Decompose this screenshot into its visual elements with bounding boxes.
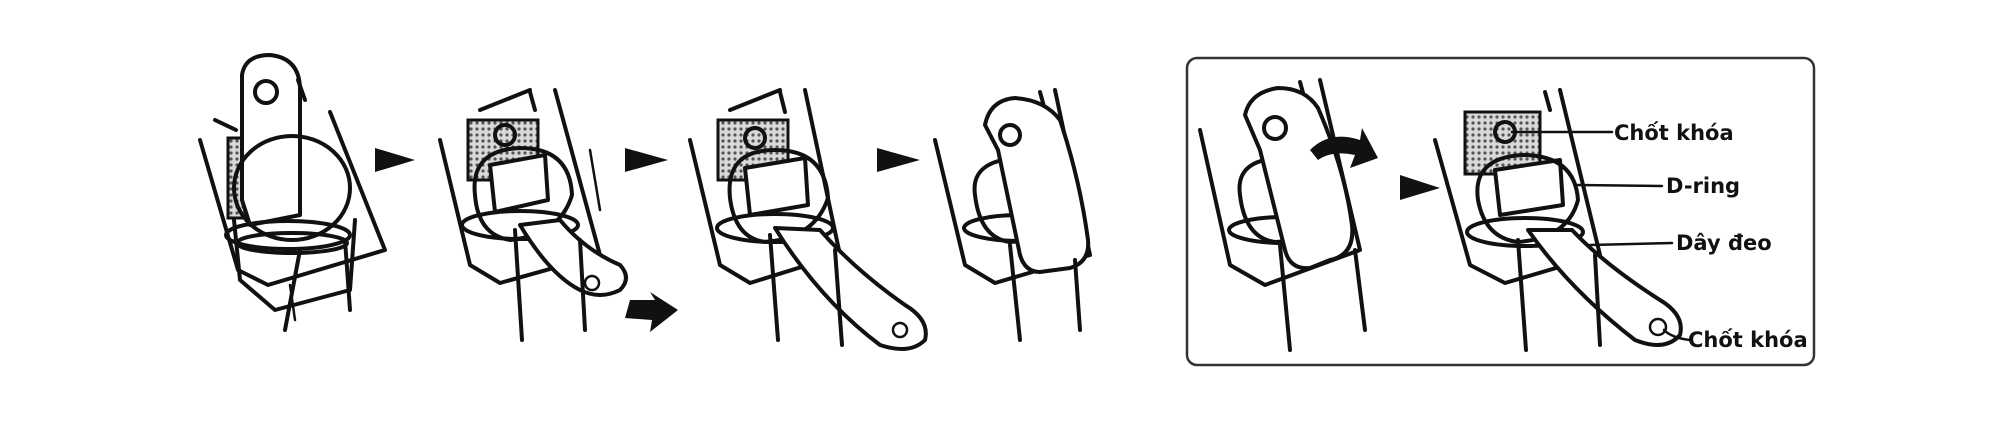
- step-arrow: [1400, 175, 1440, 200]
- leader-line-lock-pin-bottom: [1662, 328, 1692, 342]
- step-arrow: [877, 148, 920, 172]
- label-lock-pin-top: Chốt khóa: [1614, 121, 1734, 145]
- step-arrow: [375, 148, 415, 172]
- step-4-illustration: [933, 88, 1092, 342]
- step-2-illustration: [438, 88, 678, 342]
- step-3-illustration: [688, 88, 928, 351]
- step-arrow: [625, 148, 668, 172]
- inset-labeled-illustration: [1433, 88, 1692, 352]
- label-lock-pin-bottom: Chốt khóa: [1688, 328, 1808, 352]
- lock-pin-bottom-marker: [1648, 317, 1668, 337]
- step-1-illustration: [198, 53, 387, 332]
- leader-line-d-ring: [1575, 183, 1664, 188]
- leader-line-strap: [1588, 241, 1674, 247]
- d-ring-shape: [1475, 153, 1580, 244]
- label-d-ring: D-ring: [1666, 174, 1740, 198]
- inset-folded-strap-illustration: [1198, 78, 1378, 352]
- detail-inset-frame: [1185, 56, 1816, 367]
- strap-shape: [1526, 228, 1683, 347]
- label-strap: Dây đeo: [1676, 231, 1772, 255]
